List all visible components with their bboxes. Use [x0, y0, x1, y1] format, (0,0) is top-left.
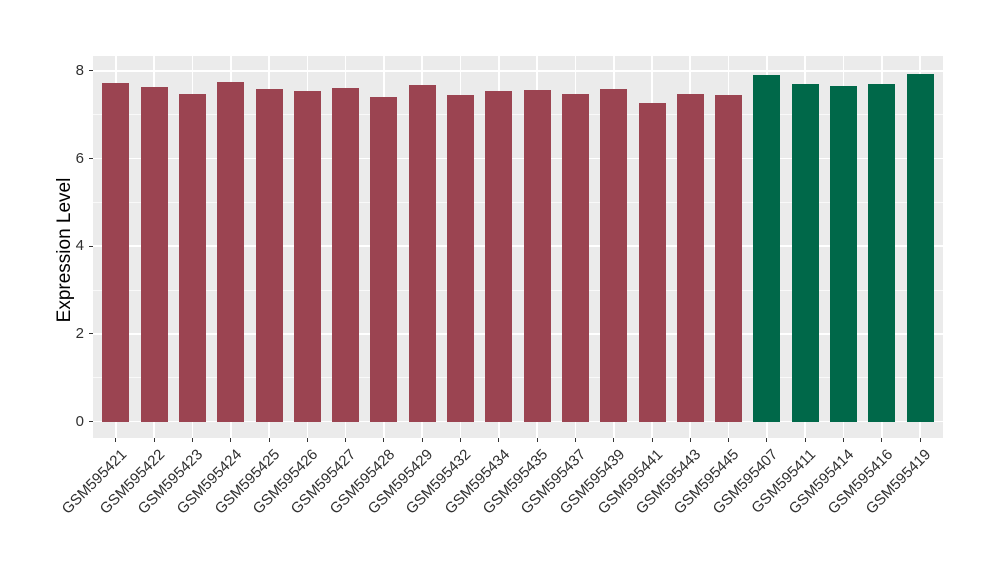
bar-GSM595411 — [791, 84, 819, 422]
x-tick-mark — [842, 438, 844, 442]
gridline-minor — [93, 114, 943, 116]
x-tick-mark — [881, 438, 883, 442]
x-tick-mark — [536, 438, 538, 442]
x-tick-mark — [766, 438, 768, 442]
bar-GSM595425 — [255, 89, 283, 422]
gridline-major — [93, 420, 943, 423]
bar-GSM595439 — [600, 88, 628, 422]
bar-GSM595427 — [332, 87, 360, 422]
gridline-minor — [93, 377, 943, 379]
x-tick-mark — [460, 438, 462, 442]
x-tick-mark — [651, 438, 653, 442]
x-tick-mark — [498, 438, 500, 442]
x-tick-mark — [115, 438, 117, 442]
gridline-minor — [93, 201, 943, 203]
bar-GSM595432 — [447, 94, 475, 422]
bar-GSM595424 — [217, 82, 245, 422]
bar-GSM595443 — [676, 94, 704, 422]
x-tick-mark — [421, 438, 423, 442]
x-tick-mark — [689, 438, 691, 442]
x-tick-mark — [230, 438, 232, 442]
x-tick-mark — [383, 438, 385, 442]
x-tick-mark — [574, 438, 576, 442]
bar-GSM595422 — [140, 87, 168, 422]
y-tick-label: 4 — [75, 237, 84, 255]
y-tick-mark — [89, 421, 93, 423]
x-tick-mark — [613, 438, 615, 442]
bar-GSM595435 — [523, 90, 551, 422]
x-tick-mark — [192, 438, 194, 442]
bar-GSM595437 — [561, 93, 589, 422]
plot-panel — [93, 56, 943, 438]
bar-GSM595414 — [829, 86, 857, 422]
bar-GSM595434 — [485, 90, 513, 422]
bar-GSM595445 — [715, 94, 743, 422]
bar-GSM595441 — [638, 103, 666, 422]
y-tick-mark — [89, 70, 93, 72]
gridline-major — [93, 245, 943, 247]
y-tick-mark — [89, 245, 93, 247]
gridline-major — [93, 333, 943, 335]
bar-GSM595423 — [179, 93, 207, 422]
x-tick-mark — [804, 438, 806, 442]
bar-GSM595421 — [102, 83, 130, 422]
bar-GSM595426 — [293, 90, 321, 422]
y-tick-label: 6 — [75, 149, 84, 167]
bar-GSM595416 — [868, 83, 896, 422]
gridline-minor — [93, 289, 943, 291]
y-tick-label: 2 — [75, 324, 84, 342]
x-tick-mark — [268, 438, 270, 442]
gridline-major — [93, 157, 943, 160]
x-tick-mark — [345, 438, 347, 442]
y-axis-title: Expression Level — [54, 177, 75, 323]
bar-GSM595419 — [906, 74, 934, 422]
bar-GSM595407 — [753, 75, 781, 422]
y-tick-label: 8 — [75, 61, 84, 79]
x-tick-mark — [919, 438, 921, 442]
x-tick-mark — [153, 438, 155, 442]
bar-GSM595429 — [408, 85, 436, 422]
gridline-major — [93, 70, 943, 72]
y-tick-mark — [89, 158, 93, 159]
y-tick-label: 0 — [75, 412, 84, 430]
bar-GSM595428 — [370, 97, 398, 422]
x-tick-mark — [728, 438, 730, 442]
x-tick-mark — [306, 438, 308, 442]
y-tick-mark — [89, 333, 93, 335]
